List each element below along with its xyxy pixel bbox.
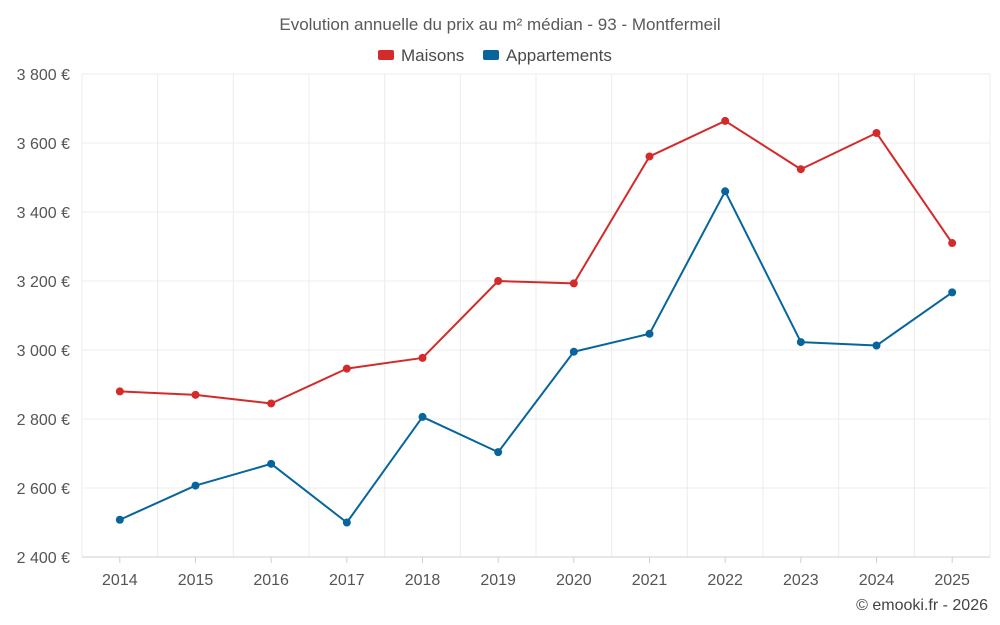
- legend-swatch-appartements: [483, 50, 499, 60]
- x-tick-label: 2014: [102, 572, 138, 589]
- y-tick-label: 2 800 €: [17, 412, 70, 429]
- series-line-appartements[interactable]: [119, 190, 953, 524]
- x-tick-label: 2016: [253, 572, 289, 589]
- data-point-appartements[interactable]: [569, 347, 578, 356]
- data-point-appartements[interactable]: [948, 288, 957, 297]
- x-tick-label: 2019: [480, 572, 516, 589]
- data-point-maisons[interactable]: [342, 364, 351, 373]
- y-tick-label: 2 600 €: [17, 481, 70, 498]
- data-point-appartements[interactable]: [645, 329, 654, 338]
- data-point-maisons[interactable]: [569, 279, 578, 288]
- legend-swatch-maisons: [378, 50, 394, 60]
- data-point-appartements[interactable]: [342, 518, 351, 527]
- data-point-appartements[interactable]: [418, 412, 427, 421]
- x-tick-label: 2025: [934, 572, 970, 589]
- data-point-maisons[interactable]: [191, 390, 200, 399]
- x-tick-label: 2022: [707, 572, 743, 589]
- data-point-maisons[interactable]: [494, 277, 503, 285]
- y-tick-label: 3 800 €: [17, 67, 70, 84]
- data-point-appartements[interactable]: [721, 187, 730, 196]
- data-point-appartements[interactable]: [796, 338, 805, 347]
- legend-label-maisons[interactable]: Maisons: [401, 46, 464, 65]
- y-tick-label: 3 400 €: [17, 205, 70, 222]
- data-point-maisons[interactable]: [267, 399, 276, 408]
- y-tick-label: 3 600 €: [17, 136, 70, 153]
- data-point-maisons[interactable]: [872, 128, 881, 137]
- axes: 2 400 € 2 600 € 2 800 € 3 000 € 3 200 € 3 400…: [17, 67, 990, 589]
- data-point-appartements[interactable]: [267, 459, 276, 468]
- grid: [81, 73, 991, 557]
- x-tick-label: 2023: [783, 572, 819, 589]
- x-tick-label: 2024: [859, 572, 895, 589]
- data-point-maisons[interactable]: [418, 353, 427, 362]
- series-line-maisons[interactable]: [119, 119, 953, 405]
- data-point-maisons[interactable]: [721, 116, 730, 125]
- chart-legend: Maisons Appartements: [378, 46, 612, 65]
- data-point-maisons[interactable]: [796, 165, 805, 174]
- y-tick-label: 3 000 €: [17, 343, 70, 360]
- copyright-credit: © emooki.fr - 2026: [856, 597, 988, 614]
- data-point-maisons[interactable]: [115, 387, 124, 396]
- y-tick-label: 3 200 €: [17, 274, 70, 291]
- chart-title: Evolution annuelle du prix au m² médian …: [279, 15, 720, 34]
- x-tick-label: 2020: [556, 572, 592, 589]
- data-point-maisons[interactable]: [645, 152, 654, 161]
- x-tick-label: 2015: [178, 572, 214, 589]
- x-tick-label: 2018: [405, 572, 441, 589]
- data-point-maisons[interactable]: [948, 239, 957, 248]
- x-tick-label: 2017: [329, 572, 365, 589]
- data-point-appartements[interactable]: [494, 448, 503, 457]
- data-point-appartements[interactable]: [191, 481, 200, 490]
- x-tick-label: 2021: [632, 572, 668, 589]
- legend-label-appartements[interactable]: Appartements: [506, 46, 612, 65]
- data-point-appartements[interactable]: [115, 515, 124, 524]
- series: [115, 116, 957, 527]
- y-tick-label: 2 400 €: [17, 550, 70, 567]
- data-point-appartements[interactable]: [872, 341, 881, 350]
